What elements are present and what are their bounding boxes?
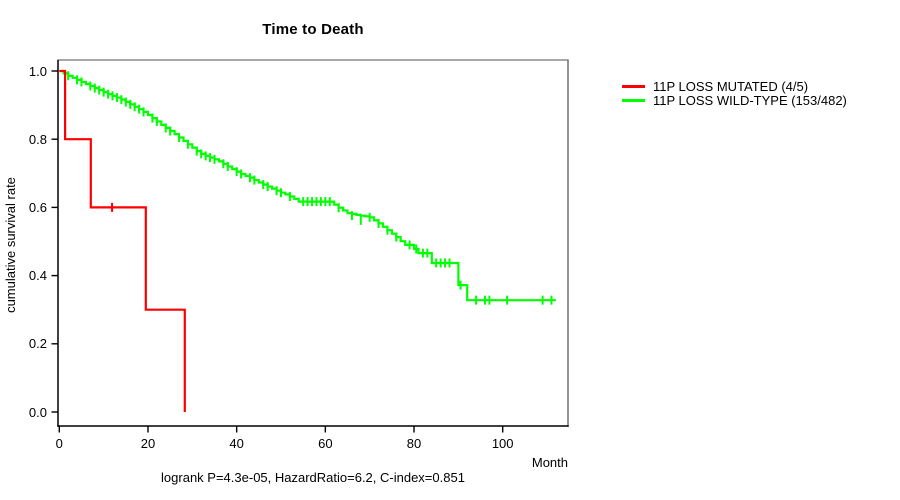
legend-label-wildtype: 11P LOSS WILD-TYPE (153/482) (653, 93, 847, 109)
y-tick-label: 0.6 (28, 199, 47, 215)
x-tick-label: 100 (491, 436, 514, 451)
mutated-curve (59, 69, 186, 412)
legend: 11P LOSS MUTATED (4/5) 11P LOSS WILD-TYP… (622, 79, 847, 108)
y-tick-label: 0.2 (28, 336, 47, 352)
x-tick-label: 80 (406, 436, 422, 451)
y-axis-title: cumulative survival rate (3, 177, 18, 313)
legend-item-wildtype: 11P LOSS WILD-TYPE (153/482) (622, 93, 847, 109)
x-tick-label: 0 (55, 436, 63, 451)
mutated-line-swatch (622, 84, 645, 88)
stats-annotation: logrank P=4.3e-05, HazardRatio=6.2, C-in… (161, 470, 465, 485)
legend-label-mutated: 11P LOSS MUTATED (4/5) (653, 78, 809, 94)
y-tick-label: 1.0 (28, 63, 47, 79)
x-tick-label: 40 (229, 436, 244, 451)
x-tick-label: 20 (140, 436, 156, 451)
wildtype-line-swatch (622, 99, 645, 103)
legend-item-mutated: 11P LOSS MUTATED (4/5) (622, 79, 847, 94)
x-axis-title: Month (531, 455, 568, 470)
chart-title: Time to Death (262, 21, 364, 38)
x-tick-label: 60 (318, 436, 333, 451)
y-tick-label: 0.0 (28, 404, 47, 420)
y-tick-label: 0.8 (28, 131, 47, 147)
y-tick-label: 0.4 (28, 268, 47, 284)
